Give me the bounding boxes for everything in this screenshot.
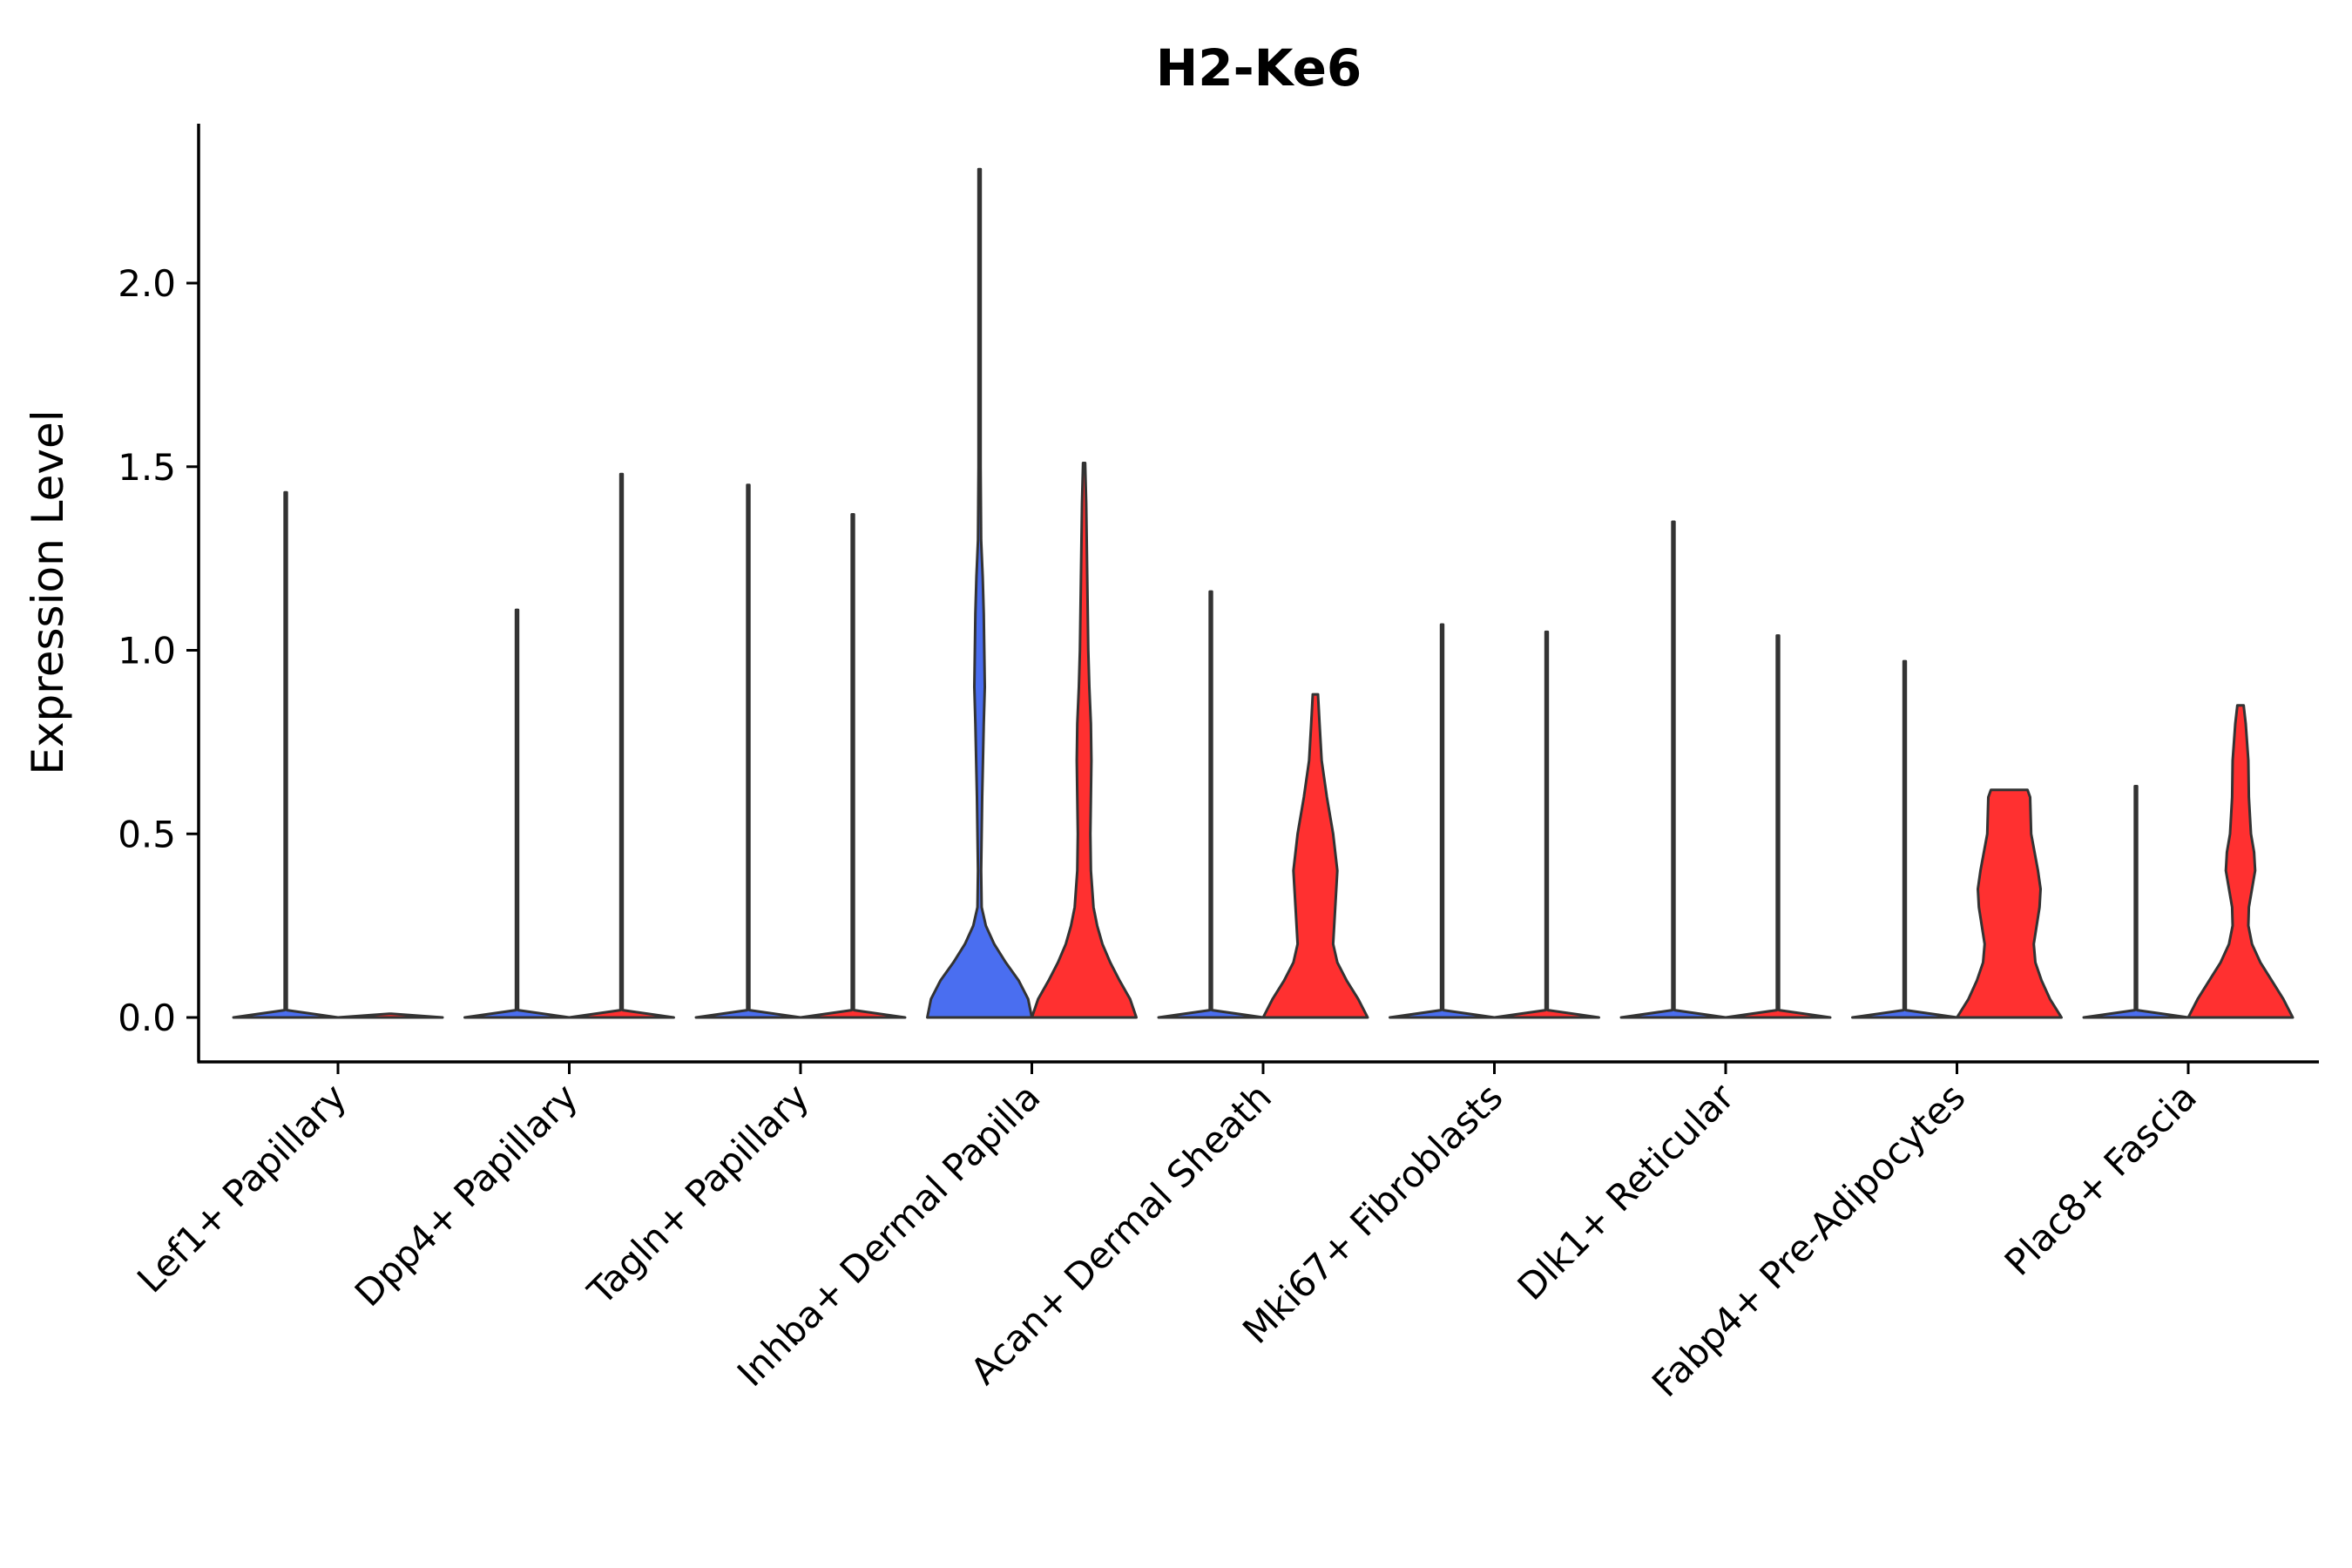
violin-group_b (799, 513, 907, 1019)
x-tick-label: Lef1+ Papillary (129, 1075, 355, 1301)
violin-group_b (1956, 788, 2063, 1019)
violin-group_a (1157, 590, 1265, 1019)
violin-group_a (232, 490, 340, 1019)
violin-group_a (1619, 520, 1727, 1019)
violin-layer (232, 167, 2295, 1019)
violin-group_a (694, 483, 802, 1019)
violin-group_b (568, 472, 675, 1019)
violin-group_b (1261, 693, 1369, 1019)
y-axis-ticks: 0.0 0.5 1.0 1.5 2.0 (118, 262, 199, 1039)
y-tick-label: 0.5 (118, 813, 176, 855)
violin-group_a (1851, 659, 1958, 1019)
violin-group_b (1031, 462, 1138, 1019)
x-tick-label: Dlk1+ Reticular (1510, 1075, 1743, 1308)
y-tick-label: 2.0 (118, 262, 176, 305)
violin-group_a (1389, 623, 1496, 1019)
violin-group_b (1724, 634, 1832, 1019)
y-axis-label: Expression Level (23, 409, 73, 774)
x-tick-label: Dpp4+ Papillary (347, 1075, 586, 1315)
y-tick-label: 1.0 (118, 630, 176, 672)
chart-title: H2-Ke6 (1156, 38, 1362, 98)
x-tick-label: Plac8+ Fascia (1997, 1075, 2205, 1283)
violin-group_b (336, 1012, 444, 1019)
x-tick-label: Mki67+ Fibroblasts (1234, 1075, 1511, 1351)
y-tick-label: 0.0 (118, 997, 176, 1039)
violin-group_a (463, 608, 571, 1019)
y-tick-label: 1.5 (118, 446, 176, 489)
x-tick-label: Tagln+ Papillary (579, 1075, 817, 1313)
violin-group_a (2082, 785, 2190, 1019)
violin-group_b (2186, 704, 2295, 1019)
violin-group_b (1493, 630, 1600, 1019)
violin-group_a (926, 167, 1033, 1019)
